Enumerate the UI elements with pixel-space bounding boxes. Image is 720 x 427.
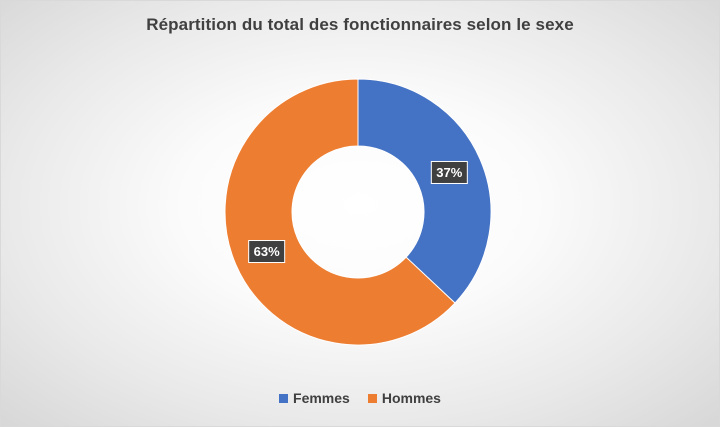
- data-label-box: [430, 160, 468, 184]
- legend-item-femmes: Femmes: [279, 390, 350, 406]
- data-label-text: 63%: [254, 244, 280, 259]
- legend-swatch: [367, 393, 377, 403]
- legend-item-hommes: Hommes: [367, 390, 441, 406]
- legend-label: Femmes: [293, 390, 350, 406]
- legend: Femmes Hommes: [1, 390, 719, 406]
- donut-slice-femmes: [357, 78, 492, 304]
- donut-slice-hommes: [224, 78, 456, 346]
- legend-swatch: [279, 393, 289, 403]
- data-label-text: 37%: [436, 165, 462, 180]
- legend-label: Hommes: [381, 390, 441, 406]
- data-label-femmes: 37%: [430, 160, 468, 184]
- data-label-hommes: 63%: [248, 240, 286, 264]
- chart-title: Répartition du total des fonctionnaires …: [146, 15, 574, 34]
- data-label-box: [248, 240, 286, 264]
